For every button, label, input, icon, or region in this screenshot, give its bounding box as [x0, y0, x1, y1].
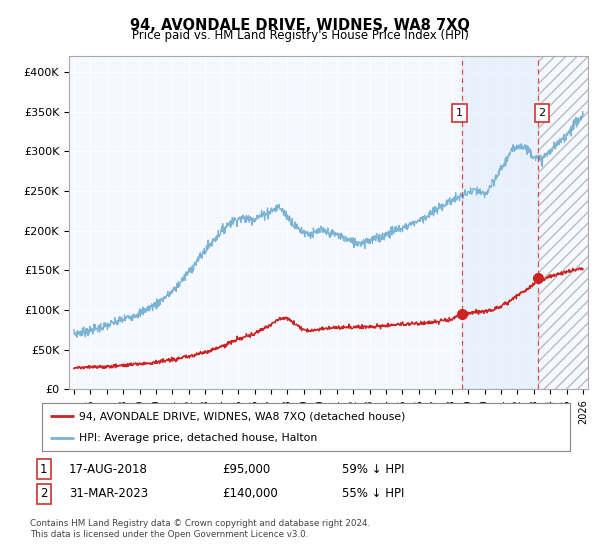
Text: £95,000: £95,000 — [222, 463, 270, 476]
Text: 59% ↓ HPI: 59% ↓ HPI — [342, 463, 404, 476]
Text: 1: 1 — [456, 108, 463, 118]
Bar — [538, 56, 588, 389]
Text: 55% ↓ HPI: 55% ↓ HPI — [342, 487, 404, 501]
Text: 17-AUG-2018: 17-AUG-2018 — [69, 463, 148, 476]
Text: 94, AVONDALE DRIVE, WIDNES, WA8 7XQ: 94, AVONDALE DRIVE, WIDNES, WA8 7XQ — [130, 18, 470, 34]
Text: 2: 2 — [538, 108, 545, 118]
Text: 2: 2 — [40, 487, 47, 501]
Text: HPI: Average price, detached house, Halton: HPI: Average price, detached house, Halt… — [79, 433, 317, 443]
Bar — [462, 56, 538, 389]
Text: 1: 1 — [40, 463, 47, 476]
Text: £140,000: £140,000 — [222, 487, 278, 501]
Text: Contains HM Land Registry data © Crown copyright and database right 2024.
This d: Contains HM Land Registry data © Crown c… — [30, 519, 370, 539]
Text: 31-MAR-2023: 31-MAR-2023 — [69, 487, 148, 501]
Text: 94, AVONDALE DRIVE, WIDNES, WA8 7XQ (detached house): 94, AVONDALE DRIVE, WIDNES, WA8 7XQ (det… — [79, 411, 406, 421]
Text: Price paid vs. HM Land Registry's House Price Index (HPI): Price paid vs. HM Land Registry's House … — [131, 29, 469, 42]
